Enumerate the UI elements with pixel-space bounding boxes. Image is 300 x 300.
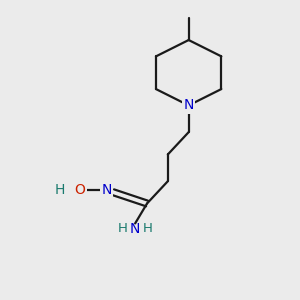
Text: H: H — [143, 222, 153, 235]
Text: N: N — [102, 183, 112, 197]
Text: N: N — [184, 98, 194, 112]
Text: O: O — [75, 183, 86, 197]
Text: H: H — [54, 183, 64, 197]
Text: N: N — [130, 222, 140, 236]
Text: H: H — [118, 222, 128, 235]
